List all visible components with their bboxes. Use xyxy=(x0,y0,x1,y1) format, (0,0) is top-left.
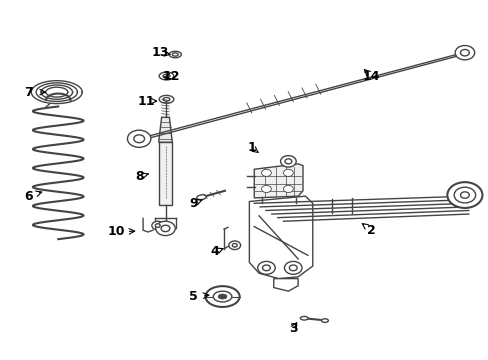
Circle shape xyxy=(134,135,144,143)
Circle shape xyxy=(454,45,474,60)
Text: 6: 6 xyxy=(24,190,33,203)
Circle shape xyxy=(257,261,275,274)
Circle shape xyxy=(289,265,297,271)
Text: 14: 14 xyxy=(362,69,379,82)
Circle shape xyxy=(156,221,175,235)
Ellipse shape xyxy=(172,53,178,56)
Text: 7: 7 xyxy=(24,86,33,99)
Polygon shape xyxy=(249,196,312,279)
Ellipse shape xyxy=(163,74,169,78)
Bar xyxy=(158,142,172,205)
Circle shape xyxy=(152,221,163,230)
Circle shape xyxy=(228,241,240,249)
Circle shape xyxy=(283,185,293,193)
Circle shape xyxy=(261,185,271,193)
Ellipse shape xyxy=(159,95,173,103)
Text: 5: 5 xyxy=(188,290,197,303)
Ellipse shape xyxy=(300,316,307,320)
Circle shape xyxy=(285,159,291,164)
Text: 12: 12 xyxy=(163,69,180,82)
Circle shape xyxy=(155,224,160,227)
Text: 13: 13 xyxy=(152,46,169,59)
Text: 10: 10 xyxy=(108,225,125,238)
Circle shape xyxy=(460,192,468,198)
Text: 11: 11 xyxy=(137,95,154,108)
Circle shape xyxy=(453,187,475,203)
Circle shape xyxy=(447,182,482,208)
Ellipse shape xyxy=(159,72,173,80)
Circle shape xyxy=(127,130,151,147)
Polygon shape xyxy=(254,164,303,198)
Polygon shape xyxy=(158,117,172,142)
Circle shape xyxy=(161,225,169,231)
Ellipse shape xyxy=(163,98,169,101)
Text: 3: 3 xyxy=(288,322,297,335)
Text: 9: 9 xyxy=(188,197,197,210)
Circle shape xyxy=(262,265,270,271)
Circle shape xyxy=(283,169,293,176)
Circle shape xyxy=(280,156,296,167)
Circle shape xyxy=(261,169,271,176)
Ellipse shape xyxy=(321,319,328,322)
Circle shape xyxy=(460,49,468,56)
Circle shape xyxy=(284,261,302,274)
Ellipse shape xyxy=(205,286,239,307)
Text: 8: 8 xyxy=(135,170,143,183)
Polygon shape xyxy=(273,279,298,291)
Ellipse shape xyxy=(169,51,181,58)
Circle shape xyxy=(232,243,237,247)
Text: 2: 2 xyxy=(366,224,375,237)
Ellipse shape xyxy=(213,291,231,302)
Text: 4: 4 xyxy=(210,245,219,258)
Ellipse shape xyxy=(218,294,226,299)
Text: 1: 1 xyxy=(247,141,256,154)
Ellipse shape xyxy=(196,195,206,200)
